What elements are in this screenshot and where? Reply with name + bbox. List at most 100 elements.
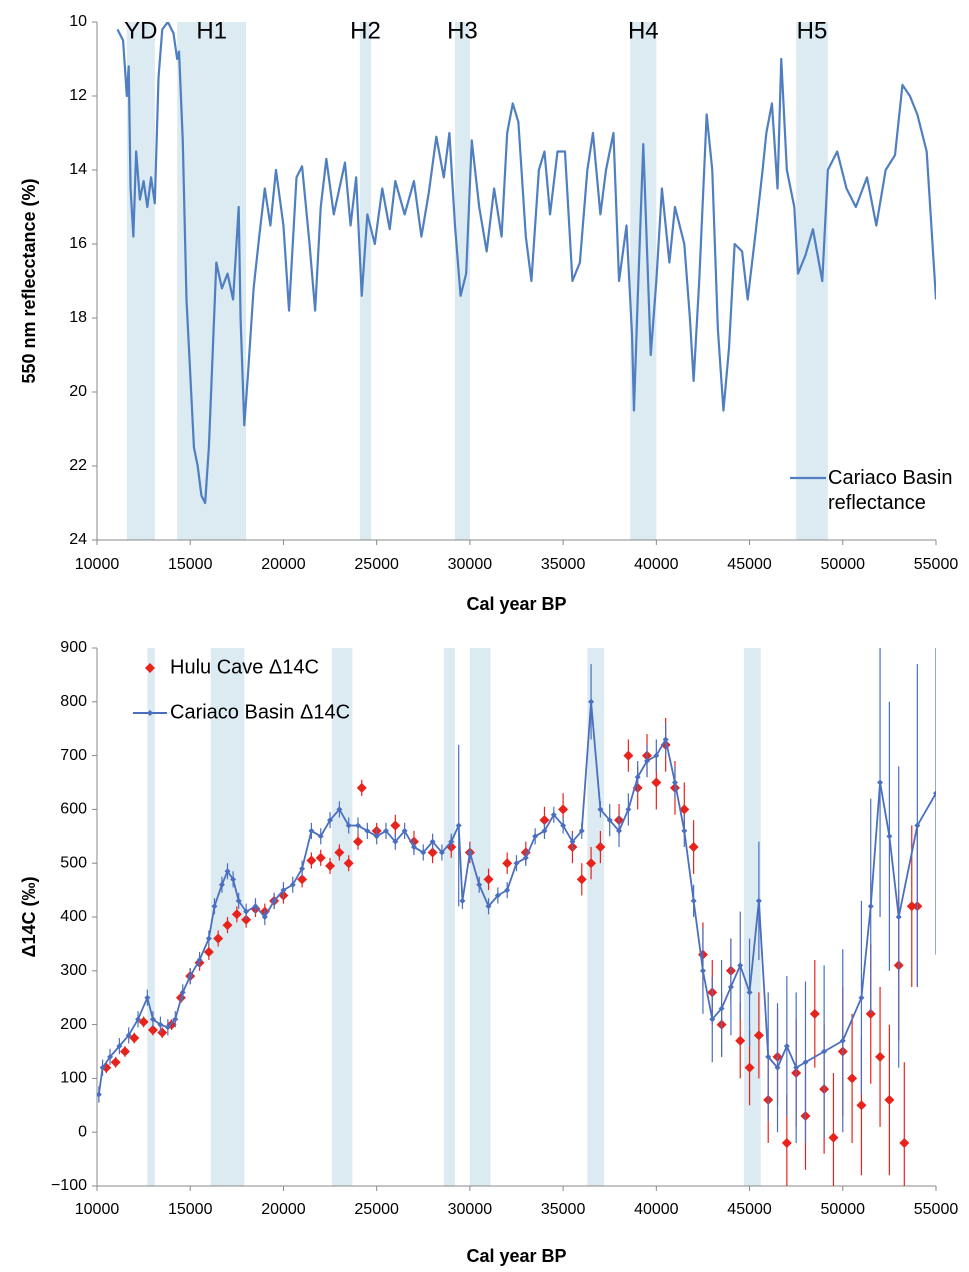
line-marker [211, 903, 218, 910]
line-marker [179, 989, 186, 996]
band-label: H1 [196, 17, 227, 44]
line-marker [336, 806, 343, 813]
series-line [116, 22, 936, 505]
line-marker [355, 822, 362, 829]
event-band [331, 648, 353, 1186]
scatter-point [231, 909, 242, 920]
scatter-point [427, 847, 438, 858]
line-marker [569, 838, 576, 845]
y-tick-label: 200 [60, 1016, 87, 1033]
line-marker [271, 897, 278, 904]
scatter-point [110, 1057, 121, 1068]
scatter-point [147, 1024, 158, 1035]
line-marker [235, 897, 242, 904]
line-marker [513, 860, 520, 867]
x-tick-label: 10000 [75, 1201, 120, 1218]
scatter-point [744, 1062, 755, 1073]
scatter-point [595, 842, 606, 853]
line-marker [485, 903, 492, 910]
scatter-point [688, 842, 699, 853]
x-tick-label: 35000 [541, 556, 586, 573]
y-tick-label: 500 [60, 854, 87, 871]
scatter-point [558, 804, 569, 815]
scatter-point [325, 860, 336, 871]
line-marker [429, 838, 436, 845]
scatter-point [623, 750, 634, 761]
line-marker [373, 833, 380, 840]
line-marker [144, 994, 151, 1001]
line-marker [205, 935, 212, 942]
line-marker [662, 736, 669, 743]
line-marker [839, 1037, 846, 1044]
line-marker [765, 1053, 772, 1060]
y-tick-label: 100 [60, 1070, 87, 1087]
line-marker [746, 989, 753, 996]
scatter-point [213, 933, 224, 944]
line-marker [933, 790, 936, 797]
scatter-point [203, 946, 214, 957]
line-marker [755, 897, 762, 904]
line-marker [172, 1016, 179, 1023]
legend-label: Cariaco Basin Δ14C [170, 701, 350, 723]
line-marker [299, 865, 306, 872]
y-tick-label: 300 [60, 962, 87, 979]
line-marker [914, 822, 921, 829]
line-marker [588, 698, 595, 705]
legend-label: Hulu Cave Δ14C [170, 656, 319, 678]
line-marker [644, 757, 651, 764]
line-marker [727, 983, 734, 990]
line-marker [116, 1043, 123, 1050]
line-marker [230, 876, 237, 883]
scatter-point [875, 1051, 886, 1062]
line-marker [459, 897, 466, 904]
scatter-point [306, 855, 317, 866]
line-marker [455, 822, 462, 829]
y-axis-label: Δ14C (‰) [19, 877, 39, 958]
line-marker [218, 881, 225, 888]
event-band [454, 22, 470, 540]
line-marker [261, 914, 268, 920]
x-tick-label: 20000 [261, 556, 306, 573]
line-marker [532, 833, 539, 840]
line-marker [793, 1064, 800, 1071]
line-marker [97, 1091, 102, 1098]
line-marker [867, 903, 874, 910]
y-tick-label: 14 [69, 161, 87, 178]
line-marker [224, 868, 231, 875]
line-marker [308, 827, 315, 834]
scatter-point [651, 777, 662, 788]
scatter-point [138, 1016, 149, 1027]
line-marker [718, 1005, 725, 1012]
event-band [443, 648, 455, 1186]
line-marker [280, 887, 287, 894]
x-tick-label: 30000 [448, 556, 493, 573]
band-label: H4 [628, 17, 659, 44]
line-marker [802, 1059, 809, 1066]
line-marker [494, 892, 501, 899]
line-marker [317, 833, 324, 840]
event-band [469, 648, 491, 1186]
scatter-point [735, 1035, 746, 1046]
y-tick-label: 0 [78, 1123, 87, 1140]
x-tick-label: 20000 [261, 1201, 306, 1218]
line-marker [858, 994, 865, 1001]
scatter-point [157, 1027, 168, 1038]
line-marker [597, 806, 604, 813]
x-tick-label: 50000 [821, 1201, 866, 1218]
line-marker [877, 779, 884, 786]
y-tick-label: 800 [60, 693, 87, 710]
scatter-point [297, 874, 308, 885]
line-marker [774, 1064, 781, 1071]
scatter-point [222, 920, 233, 931]
y-tick-label: 600 [60, 801, 87, 818]
line-marker [243, 908, 250, 915]
scatter-point [586, 858, 597, 869]
line-marker [125, 1032, 132, 1039]
scatter-point [576, 874, 587, 885]
line-marker [476, 881, 483, 888]
line-marker [504, 887, 511, 894]
y-tick-label: 400 [60, 908, 87, 925]
scatter-point [356, 782, 367, 793]
x-tick-label: 45000 [727, 556, 772, 573]
event-band [630, 22, 657, 540]
